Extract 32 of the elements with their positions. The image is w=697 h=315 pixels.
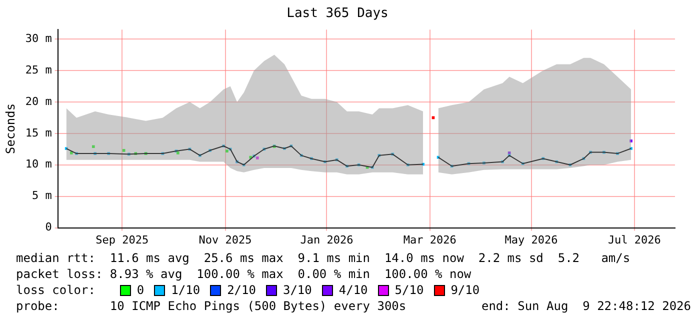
y-tick-label: 5 m <box>32 189 52 202</box>
point <box>630 140 632 142</box>
text: end: Sun Aug 9 22:48:12 2026 <box>481 298 691 314</box>
y-axis-title: Seconds <box>3 103 18 154</box>
y-tick-label: 15 m <box>25 126 52 140</box>
text: packet loss: 8.93 % avg 100.00 % max 0.00 % min 100.00 % now <box>15 266 472 282</box>
x-tick-label: Sep 2025 <box>96 233 149 246</box>
y-tick-label: 0 <box>45 220 52 234</box>
point <box>226 150 228 152</box>
text: median rtt: 11.6 ms avg 25.6 ms max 9.1 ms min 14.0 ms now 2.2 ms sd 5.2 am/s <box>15 250 632 266</box>
y-tick-label: 25 m <box>25 63 52 76</box>
point <box>256 156 259 160</box>
legend-label: 5/10 <box>394 282 424 298</box>
x-tick-label: Nov 2025 <box>198 233 252 246</box>
legend-label: 2/10 <box>227 282 256 298</box>
chart-title: Last 365 Days <box>286 6 388 22</box>
text: probe: 10 ICMP Echo Pings (500 Bytes) every 300s <box>16 298 406 314</box>
legend-label: 0 <box>136 282 144 298</box>
legend-label: 4/10 <box>338 282 368 298</box>
y-tick-label: 30 m <box>25 32 52 45</box>
x-tick-label: May 2026 <box>504 233 558 246</box>
x-tick-label: Jan 2026 <box>300 233 354 246</box>
legend-label: 3/10 <box>282 282 312 298</box>
point <box>122 148 126 152</box>
y-tick-label: 20 m <box>25 94 52 108</box>
y-tick-label: 10 m <box>25 158 52 171</box>
legend-label: 9/10 <box>450 282 480 298</box>
x-tick-label: Mar 2026 <box>403 233 456 246</box>
point <box>92 145 95 148</box>
legend-label: 1/10 <box>171 282 200 298</box>
x-tick-label: Jul 2026 <box>608 233 661 246</box>
legend-title: loss color: <box>16 282 96 298</box>
